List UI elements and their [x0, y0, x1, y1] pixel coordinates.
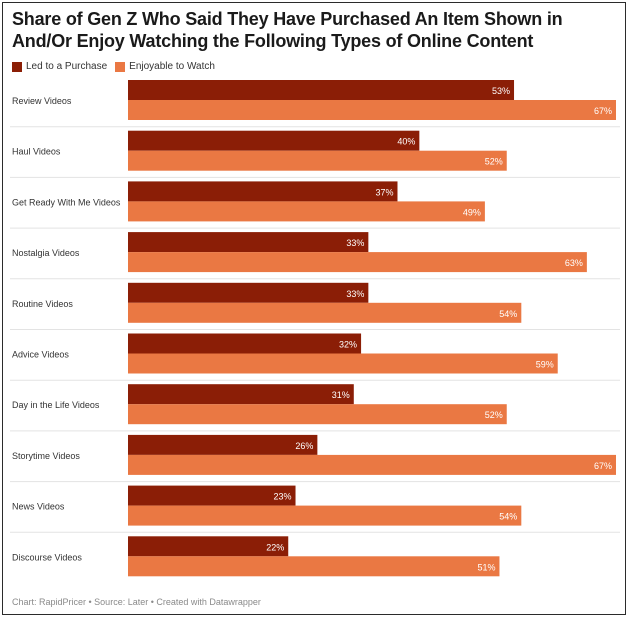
bar	[128, 181, 398, 202]
bar	[128, 232, 369, 253]
bar	[128, 434, 318, 455]
chart-footer: Chart: RapidPricer • Source: Later • Cre…	[12, 597, 261, 607]
chart-title: Share of Gen Z Who Said They Have Purcha…	[12, 9, 563, 51]
data-label: 52%	[485, 157, 503, 167]
category-label: Day in the Life Videos	[12, 400, 100, 410]
bar-chart: Review Videos 53% 67% Haul Videos 40% 52% Get …	[10, 80, 620, 577]
bar	[128, 505, 522, 526]
legend-item-enjoyable: Enjoyable to Watch	[115, 61, 215, 72]
data-label: 23%	[274, 492, 292, 502]
bar	[128, 302, 522, 323]
data-label: 33%	[346, 289, 364, 299]
bar	[128, 333, 362, 354]
data-label: 31%	[332, 390, 350, 400]
data-label: 67%	[594, 461, 612, 471]
data-label: 51%	[477, 562, 495, 572]
category-label: Storytime Videos	[12, 451, 80, 461]
bar	[128, 252, 587, 273]
category-label: Discourse Videos	[12, 552, 82, 562]
bar	[128, 100, 616, 120]
category-label: Get Ready With Me Videos	[12, 197, 121, 207]
legend: Led to a Purchase Enjoyable to Watch	[12, 61, 223, 72]
legend-swatch-purchase	[12, 61, 22, 72]
bar	[128, 404, 507, 425]
legend-label-enjoyable: Enjoyable to Watch	[129, 61, 215, 72]
data-label: 40%	[397, 137, 415, 147]
bar	[128, 454, 616, 475]
bar	[128, 353, 558, 374]
category-label: News Videos	[12, 502, 65, 512]
data-label: 59%	[536, 360, 554, 370]
category-label: Nostalgia Videos	[12, 248, 80, 258]
data-label: 49%	[463, 207, 481, 217]
data-label: 63%	[565, 258, 583, 268]
bar	[128, 130, 420, 151]
bar	[128, 485, 296, 506]
data-label: 52%	[485, 410, 503, 420]
category-label: Haul Videos	[12, 147, 61, 157]
bar	[128, 556, 500, 577]
bar	[128, 150, 507, 171]
category-label: Review Videos	[12, 96, 72, 106]
bar	[128, 536, 289, 557]
bar	[128, 282, 369, 303]
data-label: 67%	[594, 106, 612, 116]
bar	[128, 201, 485, 222]
legend-item-purchase: Led to a Purchase	[12, 61, 107, 72]
category-label: Routine Videos	[12, 299, 73, 309]
bar	[128, 80, 515, 100]
data-label: 53%	[492, 86, 510, 96]
data-label: 37%	[375, 187, 393, 197]
legend-swatch-enjoyable	[115, 61, 126, 72]
bar	[128, 384, 354, 405]
category-label: Advice Videos	[12, 350, 69, 360]
data-label: 54%	[499, 512, 517, 522]
legend-label-purchase: Led to a Purchase	[26, 61, 108, 72]
data-label: 26%	[295, 441, 313, 451]
data-label: 54%	[499, 309, 517, 319]
data-label: 32%	[339, 340, 357, 350]
data-label: 33%	[346, 238, 364, 248]
data-label: 22%	[266, 542, 284, 552]
